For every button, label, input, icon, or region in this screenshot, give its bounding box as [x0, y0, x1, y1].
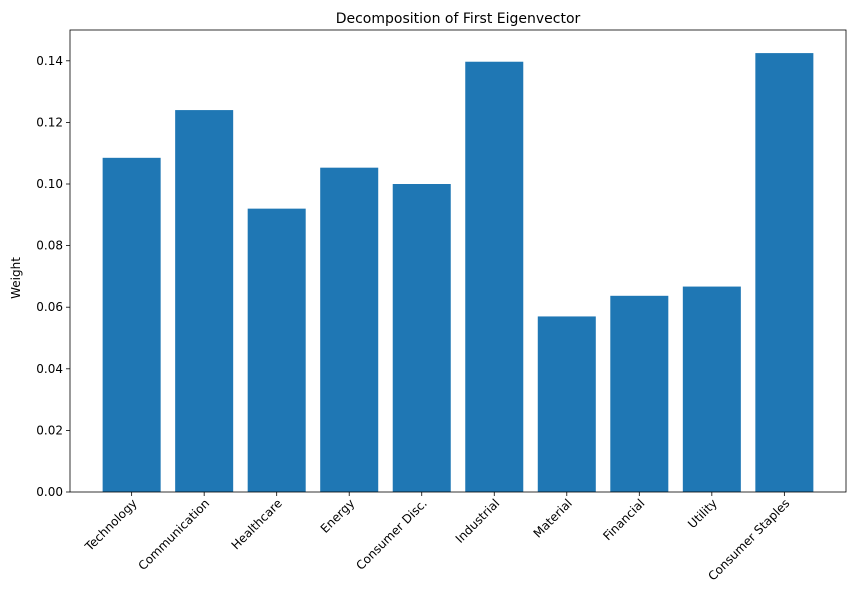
y-tick-label: 0.00: [36, 485, 63, 499]
bar-energy: [320, 167, 379, 492]
y-tick-label: 0.10: [36, 177, 63, 191]
bar-material: [537, 316, 596, 492]
chart-title: Decomposition of First Eigenvector: [336, 11, 581, 27]
bar-communication: [175, 110, 234, 492]
bar-consumer-disc: [392, 184, 451, 492]
bar-utility: [682, 286, 741, 492]
y-tick-label: 0.08: [36, 239, 63, 253]
bar-healthcare: [247, 208, 306, 492]
y-axis: 0.00 0.02 0.04 0.06 0.08 0.10 0.12 0.14: [36, 54, 70, 499]
bars-group: [102, 53, 814, 492]
y-axis-label: Weight: [9, 257, 23, 299]
bar-technology: [102, 157, 161, 492]
y-tick-label: 0.14: [36, 54, 63, 68]
bar-consumer-staples: [755, 53, 814, 492]
bar-industrial: [465, 61, 524, 492]
y-tick-label: 0.12: [36, 115, 63, 129]
plot-frame: [69, 29, 847, 493]
y-tick-label: 0.06: [36, 300, 63, 314]
bar-financial: [610, 295, 669, 492]
y-tick-label: 0.04: [36, 362, 63, 376]
y-tick-label: 0.02: [36, 423, 63, 437]
